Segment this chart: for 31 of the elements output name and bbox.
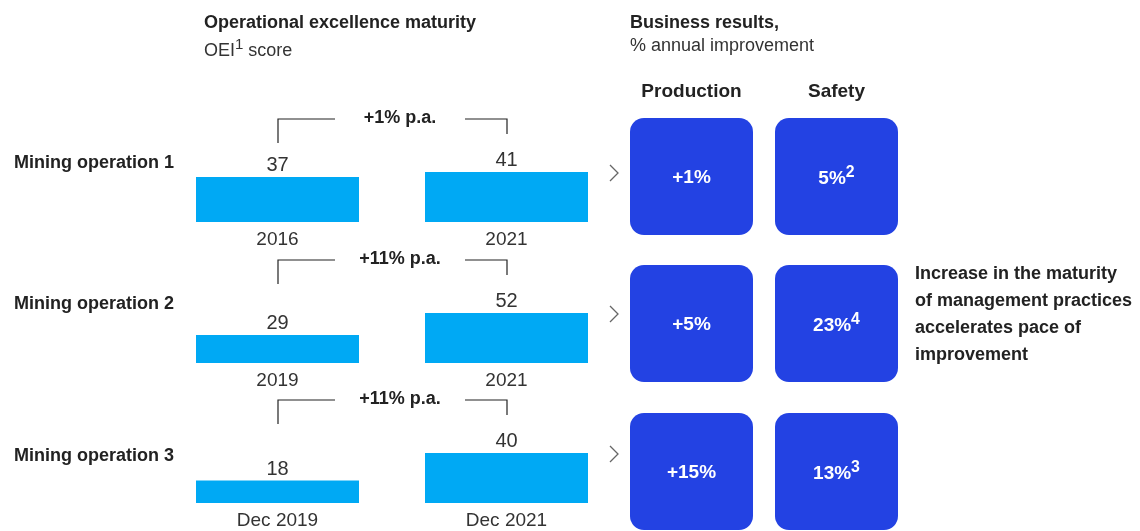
chart-subtitle: OEI$^{1}$ score xyxy=(204,35,293,60)
text: 5%$^{2}$ xyxy=(818,163,855,190)
text: 13%$^{3}$ xyxy=(813,458,860,485)
x-tick-label: 2019 xyxy=(256,369,299,391)
data-label: 29 xyxy=(266,311,289,334)
x-tick-label: 2016 xyxy=(256,228,299,250)
chart-title: Operational excellence maturity xyxy=(204,12,477,32)
y-axis-title: Mining operation 1 xyxy=(14,152,174,172)
category-label: Safety xyxy=(807,80,866,101)
text: Business results, xyxy=(630,12,780,32)
y-axis-title: Mining operation 2 xyxy=(14,293,174,313)
data-label: 18 xyxy=(266,456,289,479)
x-tick-label: 2021 xyxy=(485,228,528,250)
data-label: 41 xyxy=(495,148,518,170)
data-label: 37 xyxy=(266,152,289,175)
data-label: 40 xyxy=(495,429,518,451)
text: +15% xyxy=(666,460,717,483)
x-tick-label: Dec 2019 xyxy=(236,509,319,531)
x-tick-label: Dec 2021 xyxy=(465,509,548,531)
text: +1% p.a. xyxy=(363,107,437,127)
text: +5% xyxy=(672,312,711,335)
data-label: 52 xyxy=(495,289,518,311)
category-label: Production xyxy=(641,80,742,101)
text: 23%$^{4}$ xyxy=(813,310,860,337)
text: Increase in the maturity of management practices accelerates pace of improvement xyxy=(915,263,1133,364)
x-tick-label: 2021 xyxy=(485,369,528,391)
y-axis-title: Mining operation 3 xyxy=(14,445,174,465)
text: +11% p.a. xyxy=(359,248,441,268)
text: +1% xyxy=(672,165,711,188)
text: % annual improvement xyxy=(630,35,815,55)
text: +11% p.a. xyxy=(359,388,441,408)
